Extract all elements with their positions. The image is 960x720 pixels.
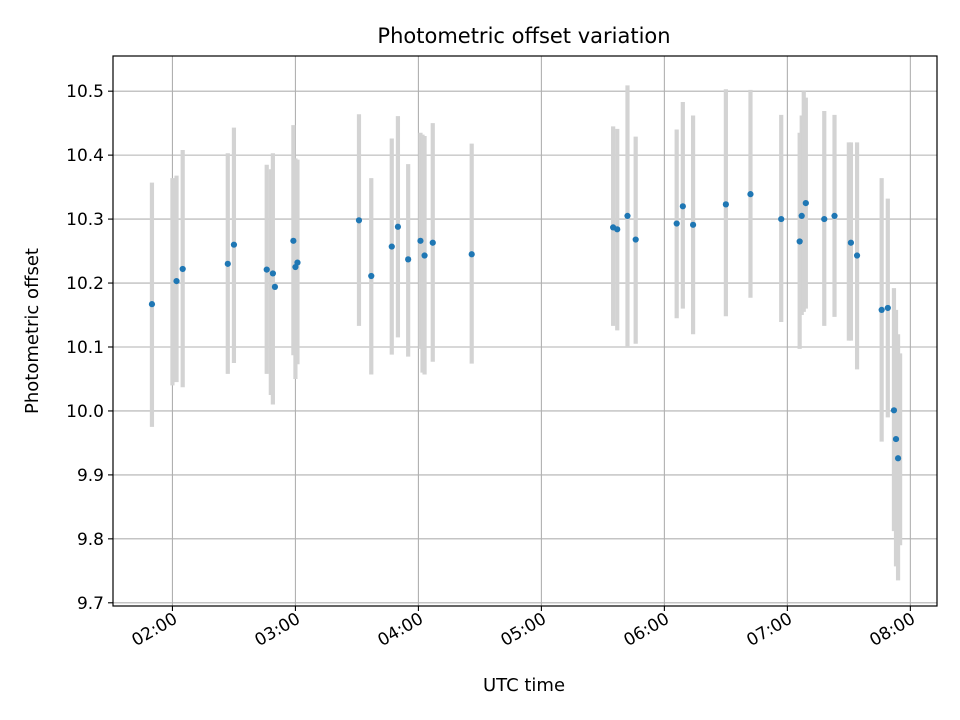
data-point	[421, 252, 428, 259]
data-point	[405, 256, 412, 263]
data-point	[884, 304, 891, 312]
data-point	[798, 212, 805, 219]
data-points	[148, 191, 902, 462]
chart-title: Photometric offset variation	[377, 24, 670, 48]
data-point	[802, 199, 809, 207]
y-tick-label: 10.3	[66, 210, 104, 230]
data-point	[148, 301, 156, 308]
data-point	[778, 215, 785, 223]
data-point	[722, 201, 729, 208]
plot-frame	[112, 55, 938, 607]
data-point	[224, 260, 231, 267]
y-tick-label: 9.7	[77, 594, 104, 614]
data-point	[679, 203, 686, 210]
data-point	[689, 221, 697, 228]
data-point	[632, 236, 639, 243]
data-point	[368, 272, 375, 280]
data-point	[179, 265, 186, 273]
data-point	[394, 223, 402, 230]
data-point	[468, 251, 475, 258]
data-point	[271, 283, 279, 290]
data-point	[429, 239, 436, 246]
y-tick-label: 9.9	[77, 466, 104, 486]
data-point	[173, 278, 180, 285]
data-point	[290, 237, 297, 244]
data-point	[894, 455, 902, 462]
x-axis-title: UTC time	[483, 675, 565, 696]
data-point	[614, 226, 621, 233]
y-tick-label: 10.0	[66, 402, 104, 422]
y-tick-label: 10.4	[66, 146, 104, 166]
data-point	[747, 191, 754, 198]
y-tick-label: 9.8	[77, 530, 104, 550]
data-point	[890, 407, 898, 414]
y-tick-label: 10.2	[66, 274, 104, 294]
data-point	[230, 241, 238, 248]
data-point	[847, 239, 855, 246]
data-point	[263, 266, 270, 273]
data-point	[294, 259, 301, 266]
y-tick-label: 10.5	[66, 82, 104, 102]
data-point	[821, 215, 828, 223]
data-point	[878, 306, 885, 313]
data-point	[388, 243, 395, 250]
y-axis-title: Photometric offset	[22, 248, 43, 414]
data-point	[892, 435, 900, 443]
data-point	[417, 237, 424, 244]
data-point	[853, 252, 861, 259]
data-point	[269, 270, 276, 277]
data-point	[673, 220, 680, 227]
data-point	[796, 238, 803, 245]
data-point	[624, 212, 631, 219]
data-point	[355, 217, 363, 224]
data-point	[831, 212, 838, 219]
y-tick-label: 10.1	[66, 338, 104, 358]
y-axis-ticks: 9.7 9.8 9.9 10.0 10.1 10.2 10.3 10.4 10.5	[66, 82, 113, 614]
